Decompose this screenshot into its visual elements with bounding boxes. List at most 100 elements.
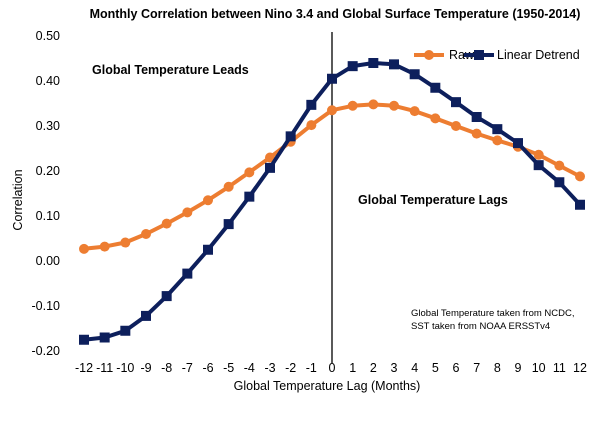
data-point-raw [389,100,399,111]
data-point-linear-detrend [182,268,193,279]
series-linear-detrend [79,58,585,345]
x-tick-label: 0 [329,361,336,375]
data-point-linear-detrend [244,191,255,202]
legend: Raw Linear Detrend [414,48,580,62]
data-point-raw [554,160,565,171]
x-tick-label: 2 [370,361,377,375]
x-tick-label: 11 [553,361,566,375]
data-point-linear-detrend [161,291,172,302]
legend-raw-marker [424,50,434,60]
y-axis-label: Correlation [11,169,25,230]
x-tick-label: -5 [223,361,234,375]
legend-raw-label: Raw [449,48,475,62]
data-point-raw [471,128,482,139]
x-tick-label: 5 [432,361,439,375]
source-note-line1: Global Temperature taken from NCDC, [411,308,575,319]
y-tick-label: 0.40 [36,74,60,88]
x-tick-label: -9 [140,361,151,375]
data-point-raw [533,149,544,160]
data-point-linear-detrend [575,199,585,210]
data-point-raw [451,121,461,131]
x-tick-label: 8 [494,361,501,375]
data-point-linear-detrend [471,112,482,122]
data-point-raw [244,167,255,178]
data-point-linear-detrend [285,131,296,142]
x-axis-label: Global Temperature Lag (Months) [234,379,421,393]
x-tick-label: 3 [391,361,398,375]
chart-title: Monthly Correlation between Nino 3.4 and… [90,7,581,21]
data-point-linear-detrend [223,219,234,230]
data-point-linear-detrend [306,99,317,110]
data-point-linear-detrend [409,69,420,80]
data-point-raw [575,171,585,182]
data-point-linear-detrend [451,97,461,108]
data-point-raw [306,120,317,131]
x-tick-label: 9 [515,361,522,375]
x-tick-label: 4 [411,361,418,375]
data-point-linear-detrend [99,332,110,343]
data-point-raw [203,195,213,206]
legend-item-detrend: Linear Detrend [464,48,580,62]
data-point-linear-detrend [368,58,379,68]
y-tick-label: 0.00 [36,254,60,268]
data-point-linear-detrend [141,310,151,321]
data-point-linear-detrend [265,162,275,173]
data-point-raw [409,106,420,117]
annotation-leads: Global Temperature Leads [92,63,249,77]
data-point-raw [161,218,172,229]
data-point-linear-detrend [347,61,358,72]
data-point-raw [79,243,89,254]
data-point-raw [120,237,131,248]
data-point-linear-detrend [533,160,544,171]
source-note-line2: SST taken from NOAA ERSSTv4 [411,321,550,332]
x-tick-label: 1 [349,361,356,375]
x-tick-label: -8 [161,361,172,375]
data-point-raw [368,99,379,110]
x-tick-label: -11 [96,361,113,375]
y-tick-label: 0.20 [36,164,60,178]
legend-item-raw: Raw [414,48,475,62]
data-point-raw [430,113,441,124]
legend-detrend-marker [474,50,484,60]
y-tick-label: 0.50 [36,29,60,43]
data-point-raw [99,241,110,252]
annotation-lags: Global Temperature Lags [358,193,508,207]
x-tick-label: 6 [453,361,460,375]
x-axis-ticks: -12 -11 -10 -9 -8 -7 -6 -5 -4 -3 -2 -1 0 1 2 3 4 5 6 7 8 9 10 1… [75,361,587,375]
y-axis-ticks: 0.50 0.40 0.30 0.20 0.10 0.00 -0.10 -0.20 [32,29,61,358]
x-tick-label: -3 [264,361,275,375]
data-point-linear-detrend [120,325,131,336]
x-tick-label: -4 [244,361,255,375]
y-tick-label: -0.20 [32,344,61,358]
data-point-linear-detrend [203,244,213,255]
x-tick-label: -1 [306,361,317,375]
x-tick-label: 7 [473,361,480,375]
x-tick-label: 10 [532,361,546,375]
data-point-linear-detrend [492,124,503,135]
x-tick-label: -12 [75,361,93,375]
data-point-linear-detrend [79,334,89,345]
data-point-linear-detrend [327,73,337,84]
data-point-raw [327,105,337,116]
data-point-linear-detrend [554,177,565,188]
y-tick-label: 0.10 [36,209,60,223]
y-tick-label: -0.10 [32,299,61,313]
data-point-linear-detrend [389,59,399,70]
data-point-raw [347,100,358,111]
data-point-raw [182,207,193,218]
data-point-raw [141,229,151,239]
x-tick-label: -6 [202,361,213,375]
series-layer [79,58,585,345]
legend-detrend-label: Linear Detrend [497,48,580,62]
data-point-linear-detrend [430,82,441,93]
x-tick-label: 12 [573,361,587,375]
data-point-raw [265,152,275,163]
y-tick-label: 0.30 [36,119,60,133]
data-point-linear-detrend [513,138,523,149]
x-tick-label: -7 [182,361,193,375]
data-point-raw [492,135,503,146]
data-point-raw [223,181,234,192]
x-tick-label: -10 [116,361,134,375]
